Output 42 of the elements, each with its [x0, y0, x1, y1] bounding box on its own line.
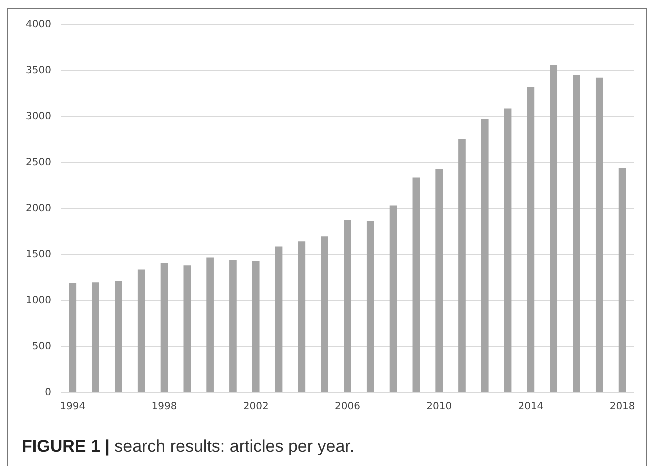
bar [481, 119, 489, 392]
bar [366, 220, 374, 392]
bar [115, 281, 122, 392]
bar [458, 139, 466, 392]
y-tick-label: 2000 [26, 204, 52, 215]
bar [436, 169, 443, 392]
y-tick-label: 2500 [26, 158, 52, 169]
x-tick-label: 2006 [335, 402, 360, 413]
bar [504, 108, 512, 392]
y-tick-label: 500 [32, 342, 52, 353]
x-tick-label: 1994 [60, 402, 86, 413]
x-tick-label: 2002 [243, 402, 269, 413]
bar [321, 236, 328, 392]
bar [184, 266, 192, 392]
bar [298, 242, 306, 392]
y-tick-label: 0 [45, 388, 52, 399]
bar [138, 270, 146, 392]
y-tick-label: 1500 [26, 250, 52, 261]
bar [206, 258, 214, 392]
y-tick-label: 3500 [26, 66, 52, 77]
y-tick-label: 4000 [26, 20, 52, 31]
bar [275, 246, 283, 392]
bar [252, 261, 260, 392]
bar [344, 220, 352, 392]
y-tick-label: 3000 [26, 112, 52, 123]
bar [618, 168, 626, 392]
bar [160, 263, 168, 392]
bar [527, 88, 535, 392]
bar [390, 206, 398, 392]
x-tick-label: 2018 [610, 402, 636, 413]
bar [573, 75, 580, 392]
bar [412, 178, 420, 392]
x-tick-label: 2014 [518, 402, 544, 413]
bar [69, 284, 77, 392]
x-tick-label: 2010 [426, 402, 452, 413]
x-tick-label: 1998 [152, 402, 178, 413]
bar [596, 78, 604, 392]
bar [230, 260, 237, 392]
bar [92, 282, 100, 392]
caption: FIGURE 1 | search results: articles per year. [22, 437, 355, 457]
bar [550, 65, 558, 392]
y-tick-label: 1000 [26, 296, 52, 307]
